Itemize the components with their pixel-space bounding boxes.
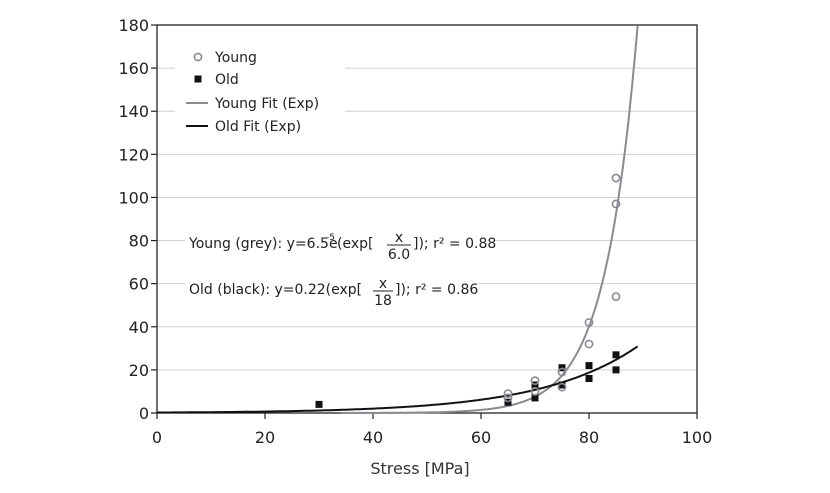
young-data-point bbox=[530, 387, 540, 396]
old-data-point bbox=[585, 375, 593, 383]
young-data-point bbox=[611, 199, 621, 209]
young-data-point bbox=[503, 389, 513, 398]
young-data-point bbox=[557, 367, 567, 377]
y-tick-label: 120 bbox=[118, 145, 149, 164]
old-equation-numerator: x bbox=[379, 276, 387, 292]
young-equation-suffix: ]); r² = 0.88 bbox=[413, 236, 496, 252]
y-axis: 0 20 40 60 80 100 120 140 160 180 bbox=[118, 16, 157, 423]
old-equation-denominator: 18 bbox=[374, 293, 392, 309]
young-data-point bbox=[503, 393, 513, 403]
x-tick-label: 20 bbox=[255, 428, 275, 447]
young-data-point bbox=[584, 339, 594, 349]
young-equation-numerator: x bbox=[395, 230, 403, 246]
young-data-point bbox=[557, 382, 567, 392]
young-fit-equation: Young (grey): y=6.5e -5 (exp[ x 6.0 ]); … bbox=[185, 228, 496, 264]
x-tick-label: 100 bbox=[682, 428, 713, 447]
legend-old-label: Old bbox=[215, 72, 239, 88]
old-equation-prefix: Old (black): y=0.22(exp[ bbox=[189, 282, 362, 298]
legend: Young Old Young Fit (Exp) Old Fit (Exp) bbox=[175, 42, 345, 140]
old-equation-suffix: ]); r² = 0.86 bbox=[395, 282, 478, 298]
young-data-point bbox=[584, 318, 594, 327]
x-axis: 0 20 40 60 80 100 bbox=[152, 413, 712, 447]
old-equation-background bbox=[185, 274, 475, 310]
y-tick-label: 160 bbox=[118, 59, 149, 78]
young-equation-mid: (exp[ bbox=[337, 236, 373, 252]
y-tick-label: 20 bbox=[129, 361, 149, 380]
y-tick-label: 40 bbox=[129, 318, 149, 337]
legend-young-label: Young bbox=[214, 50, 257, 66]
fit-curves bbox=[157, 25, 639, 414]
young-data-point bbox=[530, 376, 540, 386]
y-tick-label: 140 bbox=[118, 102, 149, 121]
legend-background bbox=[175, 42, 345, 140]
young-fit-curve bbox=[340, 25, 639, 414]
x-axis-title: Stress [MPa] bbox=[370, 459, 469, 478]
y-tick-label: 60 bbox=[129, 275, 149, 294]
old-data-point bbox=[612, 351, 620, 359]
y-tick-label: 100 bbox=[118, 188, 149, 207]
young-equation-prefix: Young (grey): y=6.5e bbox=[188, 236, 338, 252]
old-data-point bbox=[531, 394, 539, 402]
x-tick-label: 60 bbox=[471, 428, 491, 447]
legend-old-fit-label: Old Fit (Exp) bbox=[215, 119, 301, 135]
young-equation-background bbox=[185, 228, 495, 264]
young-data-point bbox=[611, 173, 621, 183]
y-tick-label: 80 bbox=[129, 232, 149, 251]
young-equation-exponent: -5 bbox=[326, 233, 335, 243]
old-data-point bbox=[315, 400, 323, 408]
legend-young-fit-label: Young Fit (Exp) bbox=[214, 96, 319, 112]
old-data-point bbox=[612, 366, 620, 374]
y-tick-label: 180 bbox=[118, 16, 149, 35]
old-fit-curve bbox=[157, 345, 639, 414]
x-tick-label: 0 bbox=[152, 428, 162, 447]
young-equation-denominator: 6.0 bbox=[388, 247, 410, 263]
data-points bbox=[315, 173, 621, 408]
young-data-point bbox=[611, 292, 621, 301]
x-tick-label: 80 bbox=[579, 428, 599, 447]
old-data-point bbox=[585, 362, 593, 370]
legend-old-marker bbox=[194, 75, 202, 83]
old-fit-equation: Old (black): y=0.22(exp[ x 18 ]); r² = 0… bbox=[185, 274, 478, 310]
legend-young-marker bbox=[193, 52, 203, 62]
old-data-point bbox=[558, 381, 566, 389]
y-tick-label: 0 bbox=[139, 404, 149, 423]
x-tick-label: 40 bbox=[363, 428, 383, 447]
